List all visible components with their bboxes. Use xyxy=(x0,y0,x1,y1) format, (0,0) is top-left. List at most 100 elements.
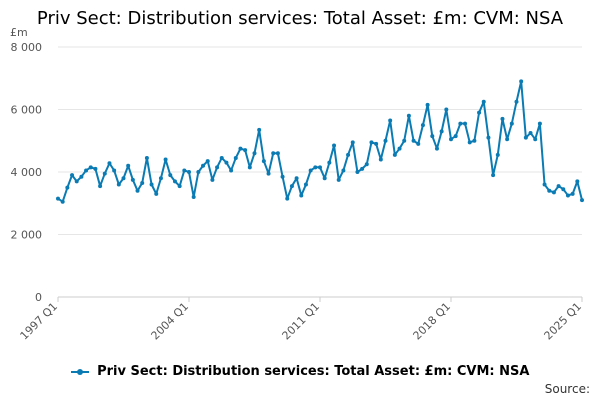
data-point[interactable] xyxy=(308,168,313,173)
data-point[interactable] xyxy=(215,165,220,170)
data-point[interactable] xyxy=(425,102,430,107)
data-point[interactable] xyxy=(374,141,379,146)
data-point[interactable] xyxy=(519,79,524,84)
data-point[interactable] xyxy=(402,138,407,143)
data-point[interactable] xyxy=(392,152,397,157)
data-point[interactable] xyxy=(201,163,206,168)
data-point[interactable] xyxy=(369,140,374,145)
data-point[interactable] xyxy=(453,134,458,139)
data-point[interactable] xyxy=(458,121,463,126)
data-point[interactable] xyxy=(70,173,75,178)
data-point[interactable] xyxy=(219,155,224,160)
data-point[interactable] xyxy=(318,165,322,170)
data-point[interactable] xyxy=(364,162,369,167)
data-point[interactable] xyxy=(65,185,70,190)
data-point[interactable] xyxy=(243,148,248,153)
data-point[interactable] xyxy=(565,193,570,198)
data-point[interactable] xyxy=(149,182,154,187)
data-point[interactable] xyxy=(416,141,421,146)
data-point[interactable] xyxy=(271,151,276,156)
data-point[interactable] xyxy=(257,127,262,132)
data-point[interactable] xyxy=(500,116,505,121)
data-point[interactable] xyxy=(514,99,519,104)
data-point[interactable] xyxy=(463,121,468,126)
data-point[interactable] xyxy=(533,137,538,142)
data-point[interactable] xyxy=(467,140,472,145)
data-point[interactable] xyxy=(505,137,510,142)
data-point[interactable] xyxy=(116,182,121,187)
data-point[interactable] xyxy=(88,165,93,170)
data-point[interactable] xyxy=(247,165,252,170)
data-point[interactable] xyxy=(561,187,566,192)
data-point[interactable] xyxy=(107,161,112,166)
data-point[interactable] xyxy=(378,157,383,162)
data-point[interactable] xyxy=(191,195,196,199)
data-point[interactable] xyxy=(397,146,402,151)
data-point[interactable] xyxy=(74,179,79,184)
data-point[interactable] xyxy=(420,123,425,128)
data-point[interactable] xyxy=(126,163,131,168)
data-point[interactable] xyxy=(481,99,486,104)
data-point[interactable] xyxy=(252,151,257,156)
data-point[interactable] xyxy=(144,155,149,160)
data-point[interactable] xyxy=(388,118,393,123)
data-point[interactable] xyxy=(313,165,318,170)
data-point[interactable] xyxy=(444,107,449,112)
data-point[interactable] xyxy=(130,177,135,182)
data-point[interactable] xyxy=(112,168,117,173)
data-point[interactable] xyxy=(285,196,290,201)
data-point[interactable] xyxy=(406,113,411,118)
data-point[interactable] xyxy=(556,184,561,189)
data-point[interactable] xyxy=(537,121,542,126)
data-point[interactable] xyxy=(275,151,280,156)
data-point[interactable] xyxy=(56,196,60,201)
data-point[interactable] xyxy=(168,173,173,178)
data-point[interactable] xyxy=(551,190,556,195)
data-point[interactable] xyxy=(154,191,159,196)
data-point[interactable] xyxy=(238,146,243,151)
data-point[interactable] xyxy=(224,160,229,165)
data-point[interactable] xyxy=(102,171,107,176)
data-point[interactable] xyxy=(346,152,351,157)
data-point[interactable] xyxy=(135,188,140,193)
data-point[interactable] xyxy=(449,137,453,142)
data-point[interactable] xyxy=(60,199,65,204)
data-point[interactable] xyxy=(79,174,84,179)
data-point[interactable] xyxy=(336,177,341,182)
data-point[interactable] xyxy=(528,130,533,135)
data-point[interactable] xyxy=(182,168,187,173)
data-point[interactable] xyxy=(355,170,360,174)
data-point[interactable] xyxy=(121,176,126,181)
data-point[interactable] xyxy=(570,191,575,196)
legend[interactable]: Priv Sect: Distribution services: Total … xyxy=(0,364,600,379)
data-point[interactable] xyxy=(341,168,346,173)
data-point[interactable] xyxy=(196,170,201,174)
data-point[interactable] xyxy=(187,170,191,174)
data-point[interactable] xyxy=(205,159,210,164)
data-point[interactable] xyxy=(547,188,552,193)
data-point[interactable] xyxy=(233,155,238,160)
data-point[interactable] xyxy=(303,182,308,187)
data-point[interactable] xyxy=(261,159,266,164)
data-point[interactable] xyxy=(266,171,271,176)
data-point[interactable] xyxy=(430,134,435,139)
data-point[interactable] xyxy=(575,179,580,184)
data-point[interactable] xyxy=(332,143,337,148)
data-point[interactable] xyxy=(229,168,234,173)
data-point[interactable] xyxy=(472,138,477,143)
data-point[interactable] xyxy=(580,198,584,203)
data-point[interactable] xyxy=(491,173,496,178)
data-point[interactable] xyxy=(158,176,163,181)
data-point[interactable] xyxy=(434,146,439,151)
data-point[interactable] xyxy=(523,135,528,140)
data-point[interactable] xyxy=(486,135,491,140)
data-point[interactable] xyxy=(327,160,332,165)
data-point[interactable] xyxy=(322,176,327,181)
data-point[interactable] xyxy=(439,129,444,134)
data-point[interactable] xyxy=(542,182,547,187)
data-point[interactable] xyxy=(210,177,215,182)
data-point[interactable] xyxy=(84,168,89,173)
data-point[interactable] xyxy=(93,166,98,171)
data-point[interactable] xyxy=(411,138,416,143)
data-point[interactable] xyxy=(294,176,299,181)
